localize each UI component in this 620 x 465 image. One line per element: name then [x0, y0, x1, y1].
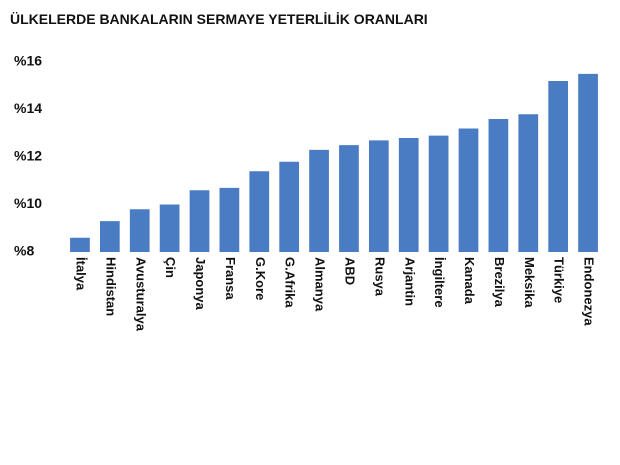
bar	[548, 81, 569, 252]
bar	[398, 138, 419, 252]
y-tick-label: %12	[14, 148, 42, 164]
bar	[129, 209, 150, 252]
bar	[279, 161, 300, 252]
x-tick-label: Çin	[163, 257, 178, 278]
x-tick-label: ABD	[343, 257, 358, 285]
bar	[219, 187, 240, 252]
x-tick-label: Almanya	[313, 257, 328, 312]
bar	[99, 221, 120, 252]
x-tick-label: Brezilya	[492, 257, 507, 308]
bar	[518, 114, 539, 252]
bar	[189, 190, 210, 252]
bar	[578, 73, 598, 252]
bar	[368, 140, 389, 252]
bar	[339, 145, 359, 252]
bar	[309, 149, 329, 252]
bar	[428, 135, 449, 252]
x-tick-label: Kanada	[462, 257, 477, 305]
y-tick-label: %8	[14, 243, 34, 259]
x-tick-label: Meksika	[522, 257, 537, 308]
bar	[458, 128, 479, 252]
bar	[159, 204, 180, 252]
x-tick-label: G.Afrika	[283, 257, 298, 308]
x-tick-label: Japonya	[193, 257, 208, 311]
x-tick-label: Rusya	[372, 257, 387, 297]
x-tick-label: İtalya	[74, 257, 89, 291]
chart-title: ÜLKELERDE BANKALARIN SERMAYE YETERLİLİK …	[10, 11, 428, 27]
x-tick-label: Türkiye	[552, 257, 567, 303]
bar	[70, 237, 90, 252]
x-tick-label: G.Kore	[253, 257, 268, 300]
y-tick-label: %10	[14, 195, 42, 211]
x-tick-label: Hindistan	[103, 257, 118, 316]
x-tick-label: Avusturalya	[133, 257, 148, 332]
x-tick-label: Fransa	[223, 257, 238, 300]
bar	[488, 119, 509, 252]
x-tick-label: Arjantin	[402, 257, 417, 306]
x-tick-label: Endonezya	[582, 257, 597, 326]
bar	[249, 171, 270, 252]
y-tick-label: %16	[14, 53, 42, 69]
x-tick-label: İngiltere	[432, 257, 447, 308]
y-tick-label: %14	[14, 100, 42, 116]
